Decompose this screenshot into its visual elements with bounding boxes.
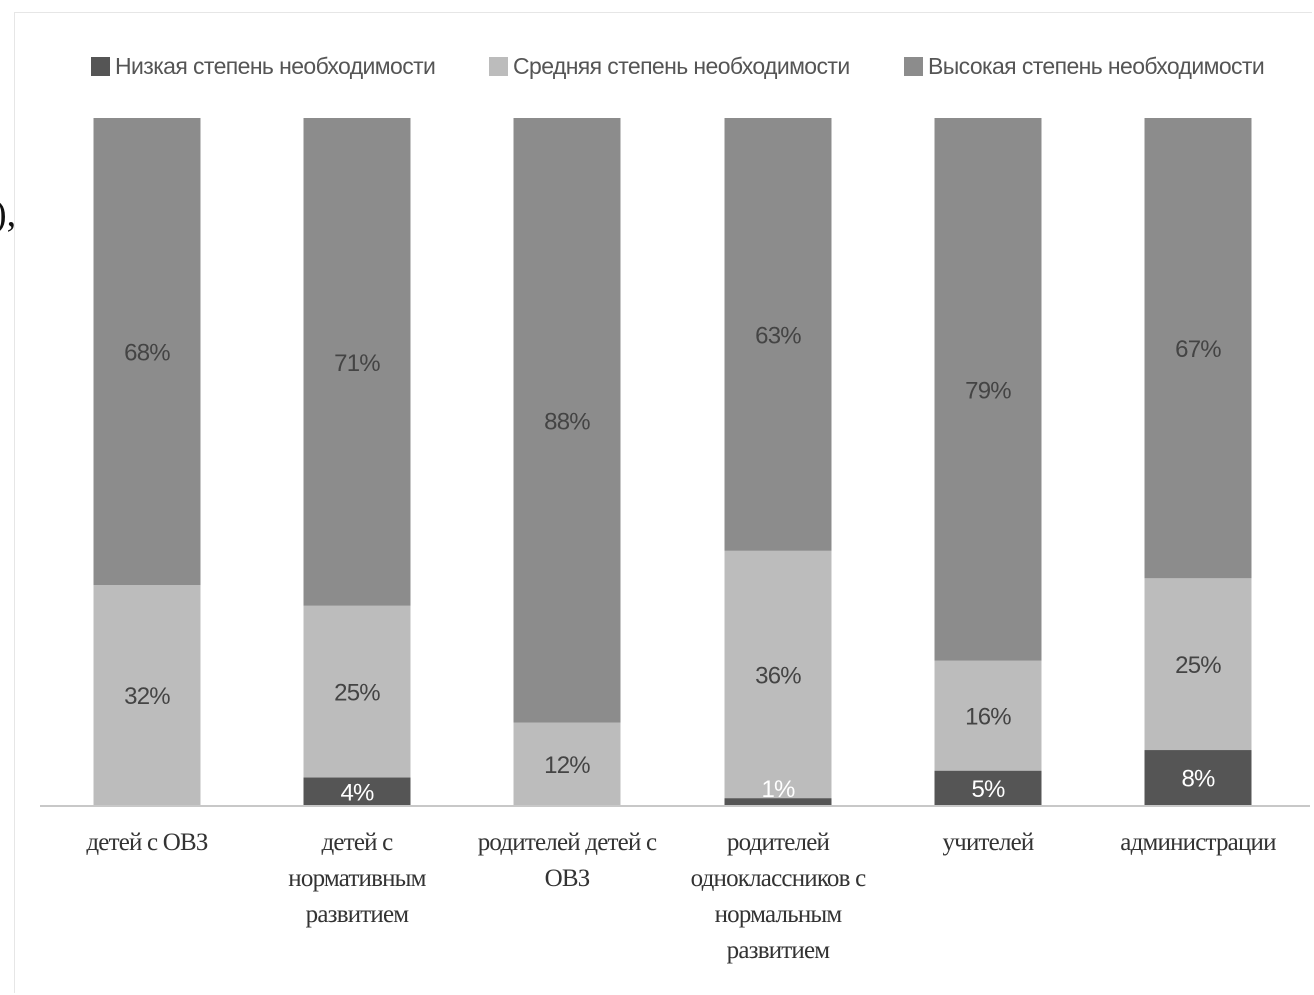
- bar-segment-high-4: [724, 118, 832, 551]
- cropped-glyph: ),: [0, 193, 17, 235]
- category-label-3: родителей детей с ОВЗ: [477, 829, 657, 892]
- data-label-low-2: 4%: [340, 779, 374, 806]
- data-label-high-4: 63%: [755, 322, 801, 349]
- category-label-2: детей с нормативным развитием: [288, 829, 426, 928]
- data-label-low-5: 5%: [971, 776, 1005, 803]
- category-label-4: родителей одноклассников с нормальным ра…: [690, 829, 867, 964]
- legend-item-medium: Средняя степень необходимости: [489, 50, 850, 82]
- bar-segment-high-6: [1144, 118, 1252, 579]
- legend-swatch-medium: [489, 56, 508, 76]
- data-label-medium-2: 25%: [334, 680, 380, 707]
- category-label-6: администрации: [1120, 829, 1276, 856]
- bar-segment-medium-1: [93, 585, 201, 805]
- bar-segment-low-4: [724, 798, 832, 805]
- legend: Низкая степень необходимости Средняя сте…: [0, 50, 1314, 82]
- data-label-extra-4: 1%: [761, 776, 795, 803]
- bar-segment-low-5: [934, 770, 1042, 805]
- bar-segment-medium-4: [724, 550, 832, 799]
- data-label-high-2: 71%: [334, 350, 380, 377]
- category-label-1: детей с ОВЗ: [86, 829, 208, 856]
- data-label-high-6: 67%: [1175, 336, 1221, 363]
- bar-segment-medium-5: [934, 660, 1042, 771]
- legend-label-medium: Средняя степень необходимости: [513, 52, 850, 79]
- bar-segment-high-3: [513, 118, 621, 723]
- legend-label-low: Низкая степень необходимости: [115, 52, 436, 79]
- bar-segment-low-6: [1144, 750, 1252, 805]
- data-label-high-1: 68%: [124, 340, 170, 367]
- data-label-medium-1: 32%: [124, 683, 170, 710]
- data-label-medium-5: 16%: [965, 704, 1011, 731]
- data-label-low-6: 8%: [1181, 766, 1215, 793]
- category-label-5: учителей: [942, 829, 1034, 856]
- bar-segment-high-2: [303, 118, 411, 606]
- bar-segment-medium-2: [303, 605, 411, 778]
- data-label-medium-6: 25%: [1175, 652, 1221, 679]
- legend-item-low: Низкая степень необходимости: [91, 50, 436, 82]
- bar-segment-medium-6: [1144, 578, 1252, 751]
- legend-label-high: Высокая степень необходимости: [928, 52, 1265, 79]
- data-label-high-3: 88%: [544, 408, 590, 435]
- bar-segment-medium-3: [513, 722, 621, 805]
- bar-segment-low-2: [303, 777, 411, 805]
- legend-swatch-high: [904, 56, 923, 76]
- bar-segment-high-5: [934, 118, 1042, 661]
- bar-segment-high-1: [93, 118, 201, 586]
- data-label-medium-4: 36%: [755, 662, 801, 689]
- data-label-medium-3: 12%: [544, 752, 590, 779]
- legend-swatch-low: [91, 56, 110, 76]
- legend-item-high: Высокая степень необходимости: [904, 50, 1265, 82]
- data-label-high-5: 79%: [965, 377, 1011, 404]
- chart-frame: [14, 12, 1312, 993]
